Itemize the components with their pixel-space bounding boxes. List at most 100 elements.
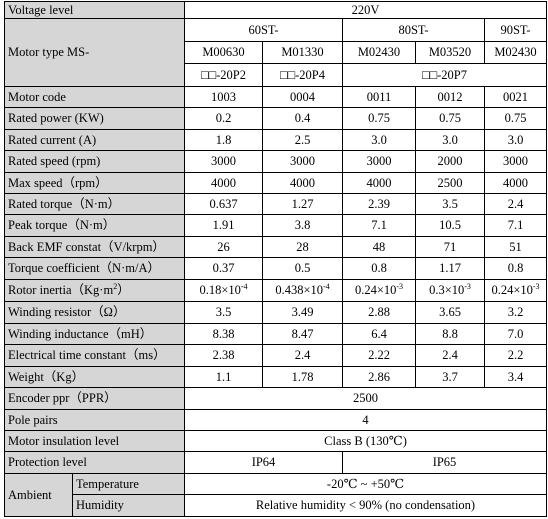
value-cell: 3.8 bbox=[262, 214, 343, 237]
table-row: Back EMF constat（V/krpm） 26 28 48 71 51 bbox=[4, 235, 548, 259]
table-row: Motor code 1003 0004 0011 0012 0021 bbox=[4, 85, 548, 109]
inertia-exp: -3 bbox=[464, 282, 471, 292]
rotor-inertia-row: Rotor inertia（Kg·m2） 0.18×10-4 0.438×10-… bbox=[4, 278, 548, 303]
motor-spec-table: Voltage level 220V Motor type MS- 60ST- … bbox=[4, 0, 548, 518]
model-cell: M02430 bbox=[483, 40, 548, 65]
value-cell: 3000 bbox=[184, 150, 263, 173]
row-label: Pole pairs bbox=[4, 408, 185, 432]
value-cell: 0.24×10-3 bbox=[342, 278, 416, 303]
encoder-row: Encoder ppr（PPR） 2500 bbox=[4, 387, 548, 410]
value-cell: 0.4 bbox=[262, 107, 343, 130]
model-cell: M03520 bbox=[415, 40, 485, 65]
value-cell: 0.438×10-4 bbox=[262, 278, 343, 303]
value-cell: 0.5 bbox=[262, 257, 343, 280]
ambient-label: Ambient bbox=[4, 472, 73, 518]
humidity-value: Relative humidity < 90% (no condensation… bbox=[183, 494, 548, 517]
value-cell: 2.38 bbox=[184, 344, 263, 367]
value-cell: 0.3×10-3 bbox=[415, 278, 485, 303]
inertia-label-text: Rotor inertia（Kg·m bbox=[8, 283, 114, 298]
group-90st: 90ST- bbox=[483, 18, 548, 42]
value-cell: 10.5 bbox=[415, 214, 485, 237]
humidity-label: Humidity bbox=[72, 494, 185, 517]
value-cell: 0.637 bbox=[184, 193, 263, 216]
encoder-value: 2500 bbox=[183, 387, 548, 410]
row-label: Rated torque（N·m） bbox=[4, 193, 185, 216]
value-cell: 4000 bbox=[483, 171, 548, 195]
value-cell: 3.2 bbox=[483, 301, 548, 324]
value-cell: 1003 bbox=[184, 85, 263, 109]
group-60st: 60ST- bbox=[184, 18, 343, 42]
value-cell: 0.37 bbox=[184, 257, 263, 280]
inertia-exp: -4 bbox=[240, 282, 248, 292]
value-cell: 0.75 bbox=[415, 107, 485, 130]
value-cell: 3.0 bbox=[342, 128, 416, 152]
row-label: Rated current (A) bbox=[4, 128, 185, 152]
inertia-label-end: ） bbox=[117, 283, 130, 298]
value-cell: 0012 bbox=[415, 85, 485, 109]
value-cell: 0.2 bbox=[184, 107, 263, 130]
suffix-cell: □□-20P4 bbox=[262, 63, 343, 87]
value-cell: 2.4 bbox=[415, 344, 485, 367]
row-label: Back EMF constat（V/krpm） bbox=[4, 235, 185, 259]
row-label: Rated speed (rpm) bbox=[4, 150, 185, 173]
row-label: Electrical time constant（ms） bbox=[4, 344, 185, 367]
motor-model-row: M00630 M01330 M02430 M03520 M02430 bbox=[5, 40, 548, 65]
row-label: Rotor inertia（Kg·m2） bbox=[4, 278, 185, 303]
value-cell: 0021 bbox=[483, 85, 548, 109]
row-label: Winding resistor（Ω） bbox=[4, 301, 185, 324]
row-label: Motor code bbox=[4, 85, 185, 109]
row-label: Winding inductance（mH） bbox=[4, 322, 185, 346]
value-cell: 3.65 bbox=[415, 301, 485, 324]
value-cell: 0.24×10-3 bbox=[483, 278, 548, 303]
inertia-exp: -3 bbox=[532, 282, 540, 292]
value-cell: 3000 bbox=[262, 150, 343, 173]
value-cell: 48 bbox=[342, 235, 416, 259]
row-label: Max speed（rpm） bbox=[4, 171, 185, 195]
model-cell: M02430 bbox=[342, 40, 416, 65]
table-row: Weight（Kg） 1.1 1.78 2.86 3.7 3.4 bbox=[4, 365, 548, 389]
motor-type-label: Motor type MS- bbox=[4, 18, 185, 87]
row-label: Peak torque（N·m） bbox=[4, 214, 185, 237]
inertia-exp: -4 bbox=[323, 282, 330, 292]
value-cell: 71 bbox=[415, 235, 485, 259]
value-cell: 51 bbox=[483, 235, 548, 259]
value-cell: 6.4 bbox=[342, 322, 416, 346]
inertia-base: 0.438×10 bbox=[275, 283, 323, 298]
model-cell: M01330 bbox=[262, 40, 343, 65]
row-label: Motor insulation level bbox=[4, 430, 185, 453]
value-cell: 7.1 bbox=[342, 214, 416, 237]
value-cell: 3.7 bbox=[415, 365, 485, 389]
row-label: Torque coefficient（N·m/A） bbox=[4, 257, 185, 280]
value-cell: 1.17 bbox=[415, 257, 485, 280]
value-cell: 0.8 bbox=[342, 257, 416, 280]
value-cell: 2.22 bbox=[342, 344, 416, 367]
suffix-cell: □□-20P2 bbox=[184, 63, 263, 87]
insulation-value: Class B (130℃) bbox=[183, 430, 548, 453]
value-cell: 1.27 bbox=[262, 193, 343, 216]
inertia-base: 0.24×10 bbox=[354, 283, 397, 298]
protection-value: IP64 bbox=[184, 451, 343, 474]
value-cell: 2.39 bbox=[342, 193, 416, 216]
value-cell: 2500 bbox=[415, 171, 485, 195]
value-cell: 1.91 bbox=[184, 214, 263, 237]
value-cell: 3000 bbox=[483, 150, 548, 173]
value-cell: 8.47 bbox=[262, 322, 343, 346]
temperature-label: Temperature bbox=[72, 472, 185, 496]
insulation-row: Motor insulation level Class B (130℃) bbox=[4, 430, 548, 453]
suffix-cell: □□-20P7 bbox=[341, 63, 548, 87]
temperature-value: -20℃ ~ +50℃ bbox=[183, 472, 548, 496]
value-cell: 3.49 bbox=[262, 301, 343, 324]
voltage-row: Voltage level 220V bbox=[4, 0, 548, 20]
row-label: Rated power (KW) bbox=[4, 107, 185, 130]
value-cell: 2.88 bbox=[342, 301, 416, 324]
value-cell: 0011 bbox=[342, 85, 416, 109]
value-cell: 1.8 bbox=[184, 128, 263, 152]
value-cell: 0.18×10-4 bbox=[184, 278, 263, 303]
table-row: Winding inductance（mH） 8.38 8.47 6.4 8.8… bbox=[4, 322, 548, 346]
value-cell: 0.8 bbox=[483, 257, 548, 280]
value-cell: 2.4 bbox=[262, 344, 343, 367]
value-cell: 2.5 bbox=[262, 128, 343, 152]
table-row: Rated torque（N·m） 0.637 1.27 2.39 3.5 2.… bbox=[4, 193, 548, 216]
value-cell: 2.86 bbox=[342, 365, 416, 389]
row-label: Encoder ppr（PPR） bbox=[4, 387, 185, 410]
